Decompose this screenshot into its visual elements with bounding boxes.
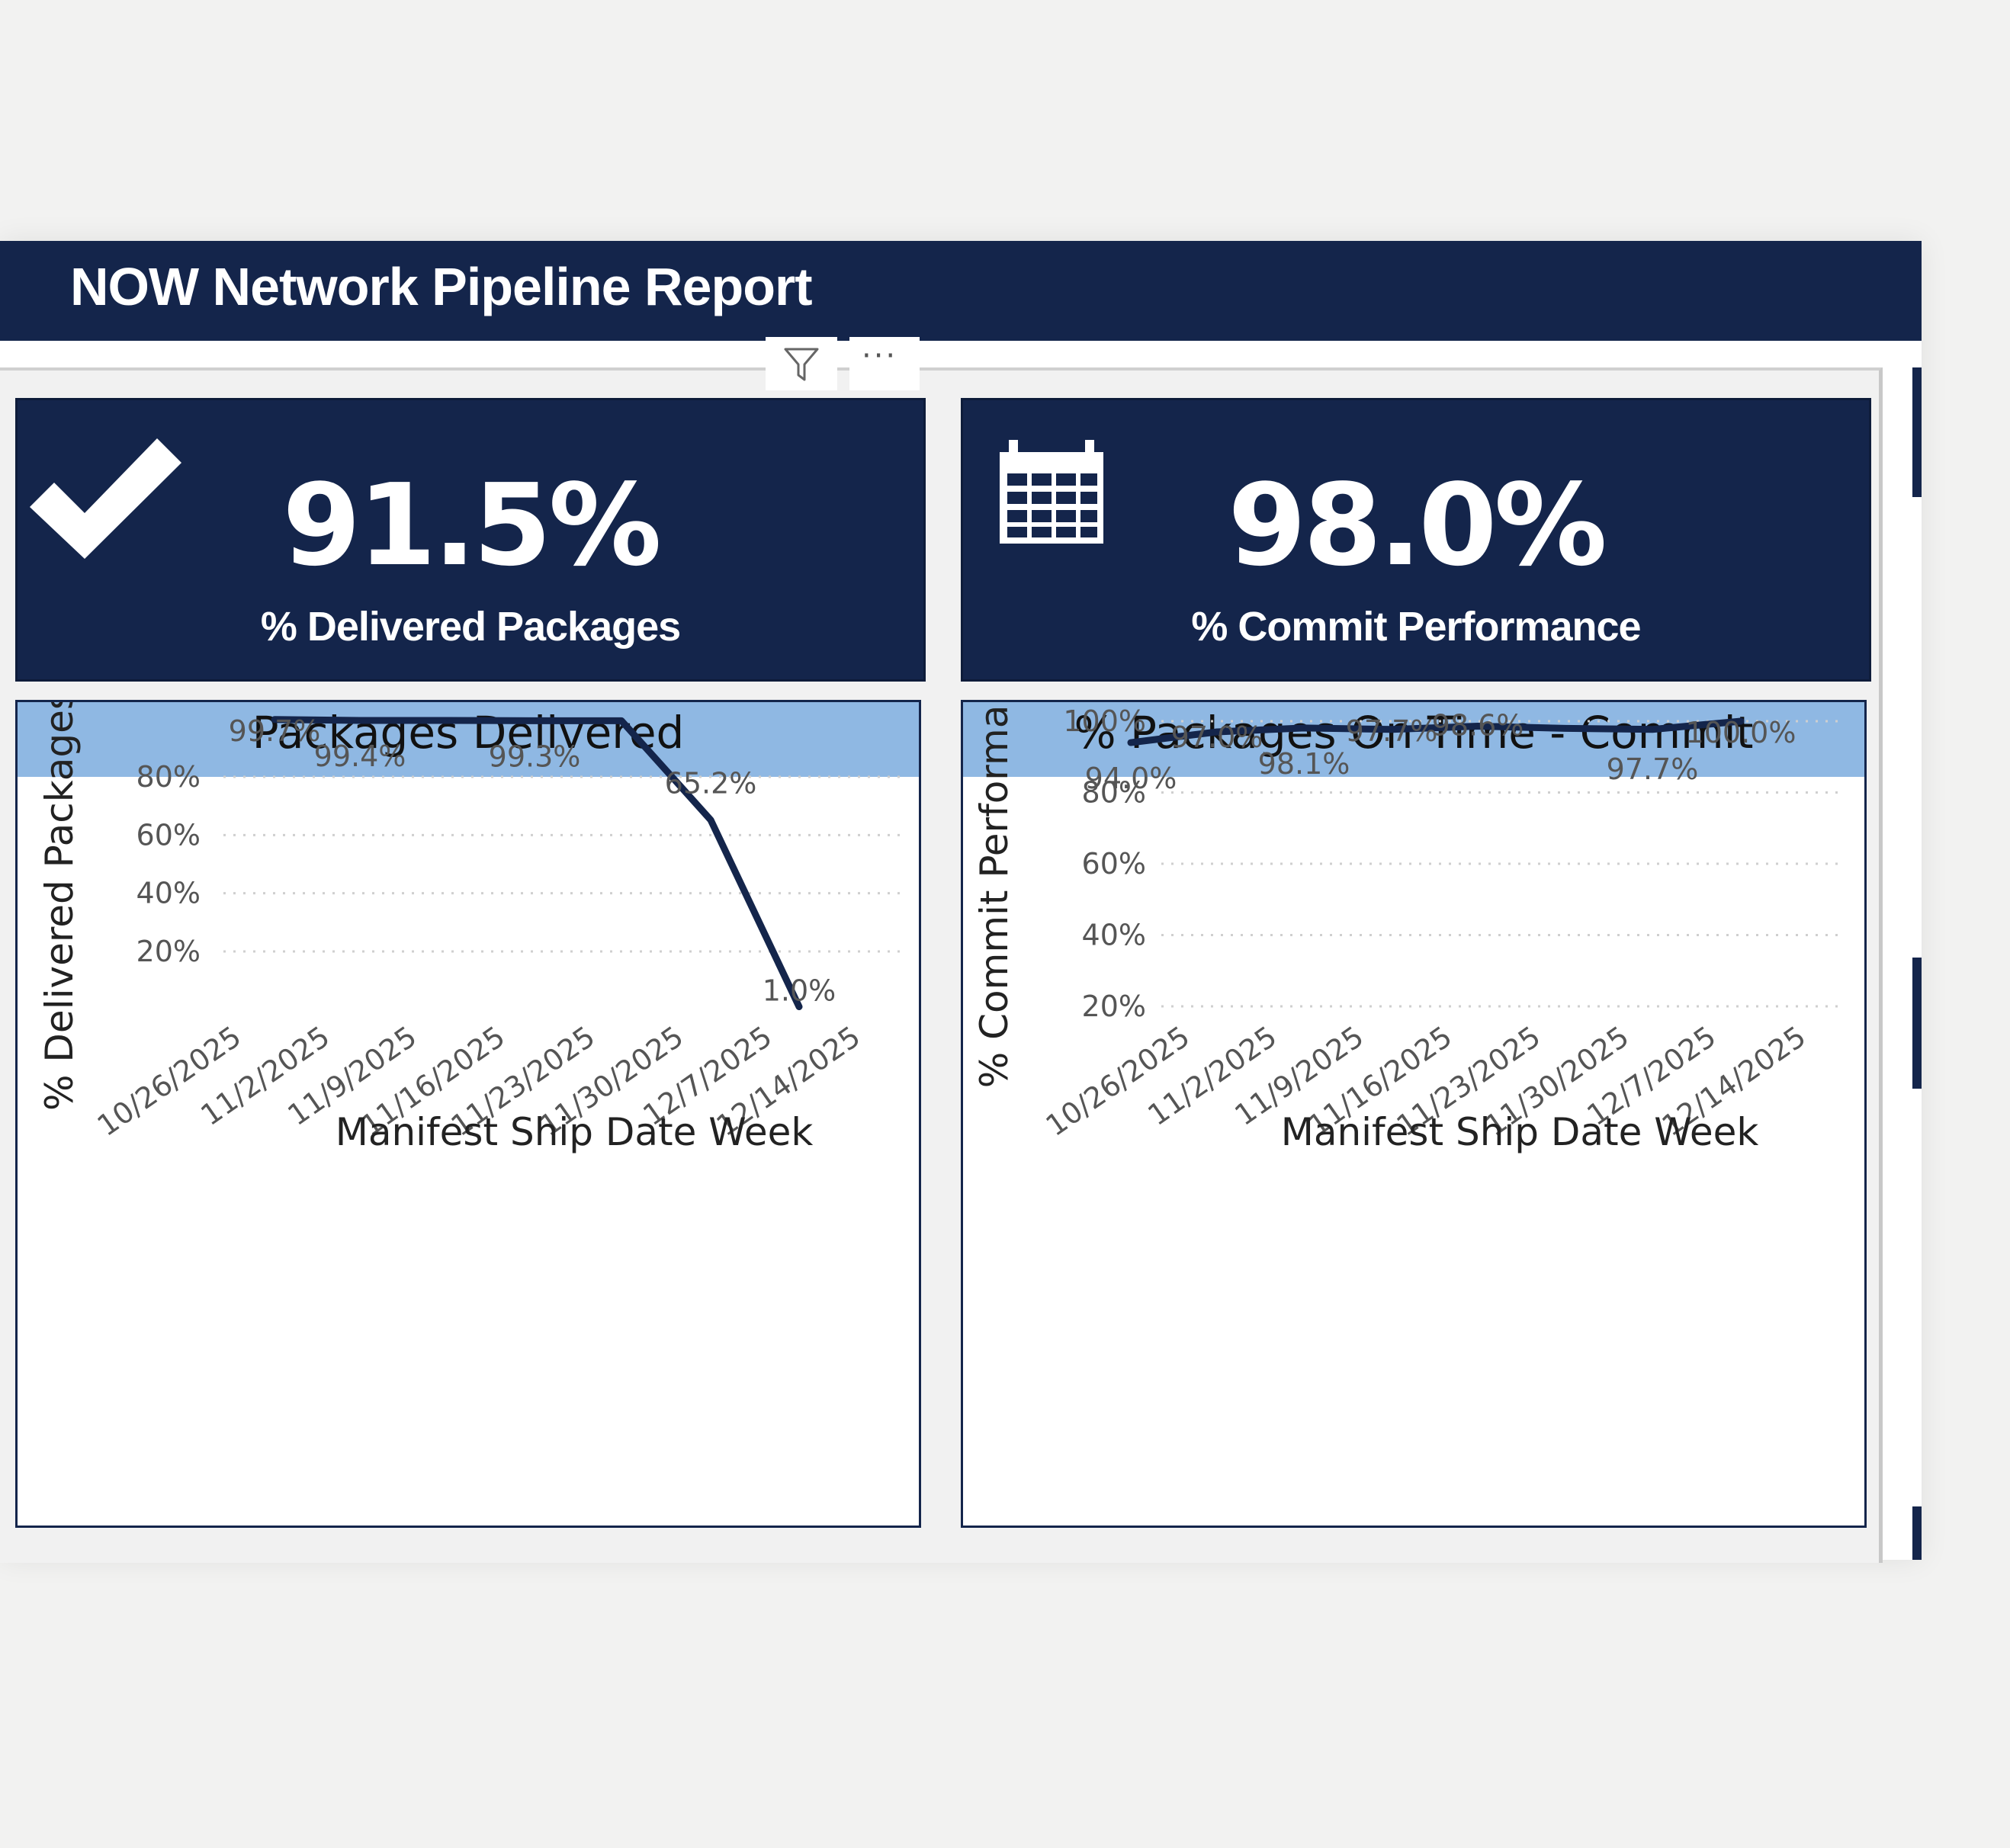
x-axis-title: Manifest Ship Date Week [336,1110,814,1154]
more-options-label: ··· [862,338,898,374]
data-label: 65.2% [665,766,757,800]
chart-on-time-commit[interactable]: % Packages On Time - Commit 20% 40% 60% 80%… [961,700,1867,1528]
data-point [274,718,275,720]
data-point [534,720,535,722]
y-axis-title: % Commit Performance [972,702,1016,1088]
data-label: 94.0% [1085,762,1177,795]
data-point [1130,742,1132,744]
visual-header: ··· [766,337,920,390]
chart-title-bar: Packages Delivered [18,702,919,777]
data-point [710,819,711,821]
data-label: 99.4% [314,740,406,773]
data-label: 100.0% [1686,716,1796,749]
data-label: 98.1% [1258,747,1350,781]
data-point [798,1006,800,1008]
x-axis-title: Manifest Ship Date Week [1281,1110,1759,1154]
y-tick-label: 80% [1082,776,1146,810]
data-point [1652,728,1653,730]
kpi-label: % Commit Performance [1191,604,1641,650]
report-canvas: NOW Network Pipeline Report ··· 91.5% % … [0,241,1922,1563]
y-tick-label: 40% [1082,919,1146,952]
right-edge-panel [1912,1506,1922,1560]
right-edge-panel [1912,958,1922,1089]
report-title: NOW Network Pipeline Report [70,257,813,316]
kpi-card-delivered[interactable]: 91.5% % Delivered Packages [15,398,926,682]
data-point [621,720,622,722]
data-point [1565,727,1566,730]
data-point [359,719,361,721]
right-edge-panel [1912,367,1922,497]
data-point [1391,728,1392,730]
kpi-value: 91.5% [282,460,661,591]
series-line [1127,717,1745,746]
data-label: 1.0% [763,974,836,1008]
x-tick-label: 10/26/2025 [1040,1019,1196,1143]
y-tick-label: 60% [1082,847,1146,881]
data-label: 98.6% [1432,709,1524,743]
report-header: NOW Network Pipeline Report [0,241,1922,341]
y-tick-label: 100% [1063,704,1146,738]
data-point [1303,727,1305,729]
y-tick-label: 60% [136,818,201,852]
kpi-label: % Delivered Packages [260,604,681,650]
line-chart: 20%40%60%80%10/26/202511/2/202511/9/2025… [37,702,902,1154]
more-options-button[interactable]: ··· [849,337,920,390]
data-point [446,719,448,721]
y-axis-title: % Delivered Packages [37,702,82,1111]
data-point [1477,725,1479,727]
y-tick-label: 80% [136,760,201,794]
line-chart: 20%40%60%80%100%10/26/202511/2/202511/9/… [972,702,1844,1154]
data-label: 97.7% [1607,752,1699,786]
kpi-card-commit[interactable]: 98.0% % Commit Performance [961,398,1871,682]
data-label: 97.7% [1346,714,1438,748]
checkmark-icon [30,438,181,559]
filter-button[interactable] [766,337,837,390]
data-point [1216,731,1218,733]
y-tick-label: 20% [1082,990,1146,1023]
data-label: 97.0% [1171,720,1263,754]
y-tick-label: 20% [136,935,201,968]
data-label: 99.3% [489,740,581,773]
data-point [1740,720,1742,722]
filter-icon [784,348,819,381]
calendar-icon [1000,440,1103,544]
kpi-value: 98.0% [1228,460,1607,591]
data-label: 99.7% [229,714,321,748]
chart-packages-delivered[interactable]: Packages Delivered 20% 40% 60% 80% 10/26/202… [15,700,921,1528]
y-tick-label: 40% [136,877,201,910]
chart-title: Packages Delivered [252,707,685,759]
